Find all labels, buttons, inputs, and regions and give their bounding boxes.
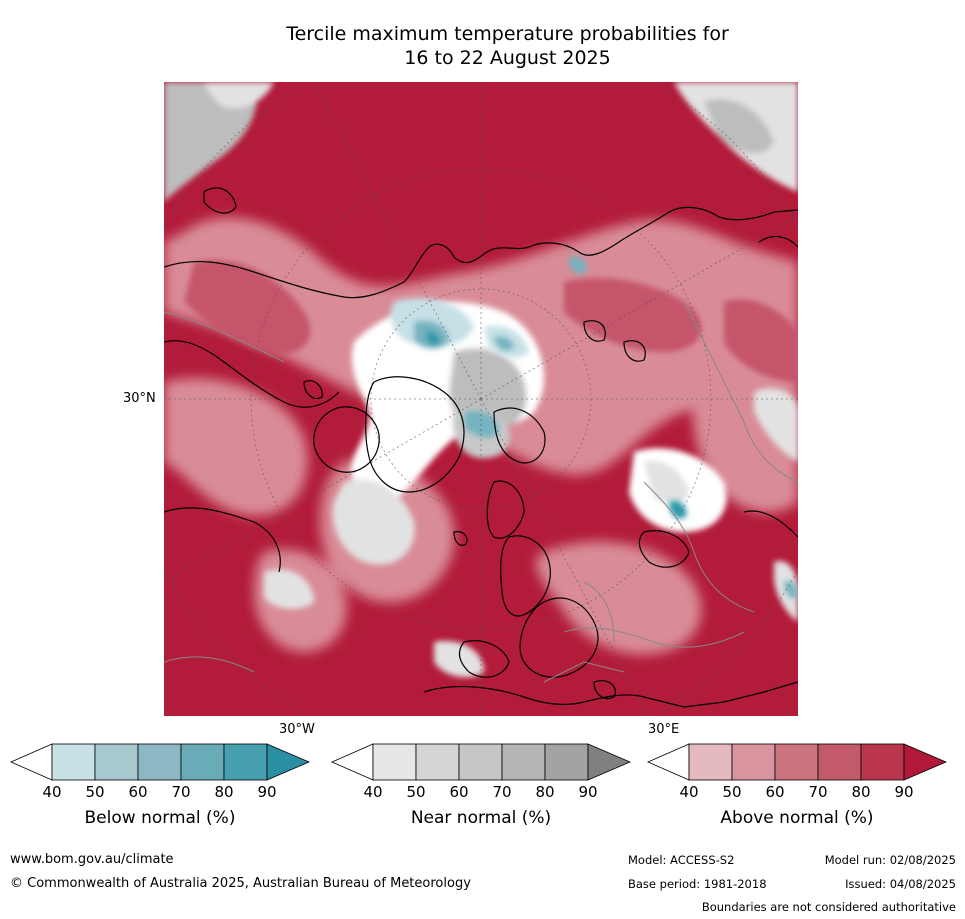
map-graphic xyxy=(164,82,798,716)
latitude-label-30n: 30°N xyxy=(123,391,156,406)
base-period-text: Base period: 1981-2018 xyxy=(628,877,767,891)
colorbar-tick-label: 80 xyxy=(214,783,234,801)
colorbar-min-arrow xyxy=(331,743,374,781)
disclaimer-text: Boundaries are not considered authoritat… xyxy=(701,900,956,914)
above-normal-label: Above normal (%) xyxy=(720,808,874,828)
graticule xyxy=(164,82,798,716)
colorbar-tick-label: 70 xyxy=(171,783,191,801)
above-normal-mid-regions xyxy=(184,260,798,382)
colorbar-segment xyxy=(180,743,225,781)
model-text: Model: ACCESS-S2 xyxy=(628,853,735,867)
colorbar-tick-label: 90 xyxy=(257,783,277,801)
copyright-text: © Commonwealth of Australia 2025, Austra… xyxy=(10,876,471,891)
longitude-label-30e: 30°E xyxy=(648,722,680,737)
colorbar-min-arrow xyxy=(10,743,53,781)
colorbar-tick-label: 40 xyxy=(679,783,699,801)
colorbar-max-arrow xyxy=(903,743,947,781)
colorbar-tick-label: 50 xyxy=(85,783,105,801)
below-normal-regions xyxy=(390,256,798,599)
colorbar-tick-label: 80 xyxy=(851,783,871,801)
colorbar-above-normal xyxy=(647,742,947,782)
website-link[interactable]: www.bom.gov.au/climate xyxy=(10,852,174,867)
colorbar-segment xyxy=(731,743,776,781)
colorbar-segment xyxy=(372,743,417,781)
colorbar-segment xyxy=(501,743,546,781)
title-line-2: 16 to 22 August 2025 xyxy=(404,47,611,69)
colorbar-segment xyxy=(94,743,139,781)
colorbar-tick-label: 70 xyxy=(492,783,512,801)
colorbar-segment xyxy=(223,743,268,781)
polar-map xyxy=(164,82,798,716)
colorbar-segment xyxy=(817,743,862,781)
colorbar-tick-label: 70 xyxy=(808,783,828,801)
colorbar-below-normal-graphic xyxy=(10,743,310,781)
colorbar-segment xyxy=(544,743,589,781)
colorbar-tick-label: 40 xyxy=(363,783,383,801)
colorbar-below-normal xyxy=(10,742,310,782)
coastlines xyxy=(164,187,798,708)
colorbar-tick-label: 60 xyxy=(128,783,148,801)
model-run-text: Model run: 02/08/2025 xyxy=(824,853,956,867)
colorbar-tick-label: 90 xyxy=(578,783,598,801)
colorbar-segment xyxy=(415,743,460,781)
colorbar-above-normal-graphic xyxy=(647,743,947,781)
colorbar-tick-label: 90 xyxy=(894,783,914,801)
colorbar-tick-label: 50 xyxy=(722,783,742,801)
map-title: Tercile maximum temperature probabilitie… xyxy=(0,22,965,70)
colorbar-segment xyxy=(860,743,905,781)
national-borders xyxy=(164,301,798,683)
colorbar-tick-label: 60 xyxy=(449,783,469,801)
colorbar-segment xyxy=(458,743,503,781)
colorbar-near-normal xyxy=(331,742,631,782)
colorbar-tick-label: 80 xyxy=(535,783,555,801)
colorbar-tick-label: 60 xyxy=(765,783,785,801)
colorbar-tick-label: 40 xyxy=(42,783,62,801)
near-normal-label: Near normal (%) xyxy=(410,808,552,828)
colorbar-segment xyxy=(51,743,96,781)
issued-text: Issued: 04/08/2025 xyxy=(845,877,956,891)
colorbar-max-arrow xyxy=(587,743,631,781)
below-normal-label: Below normal (%) xyxy=(84,808,236,828)
colorbar-max-arrow xyxy=(266,743,310,781)
colorbar-segment xyxy=(774,743,819,781)
colorbar-near-normal-graphic xyxy=(331,743,631,781)
colorbar-tick-label: 50 xyxy=(406,783,426,801)
colorbar-min-arrow xyxy=(647,743,690,781)
colorbar-segment xyxy=(688,743,733,781)
longitude-label-30w: 30°W xyxy=(279,722,315,737)
title-line-1: Tercile maximum temperature probabilitie… xyxy=(286,23,729,45)
colorbar-segment xyxy=(137,743,182,781)
near-normal-regions xyxy=(164,82,798,678)
